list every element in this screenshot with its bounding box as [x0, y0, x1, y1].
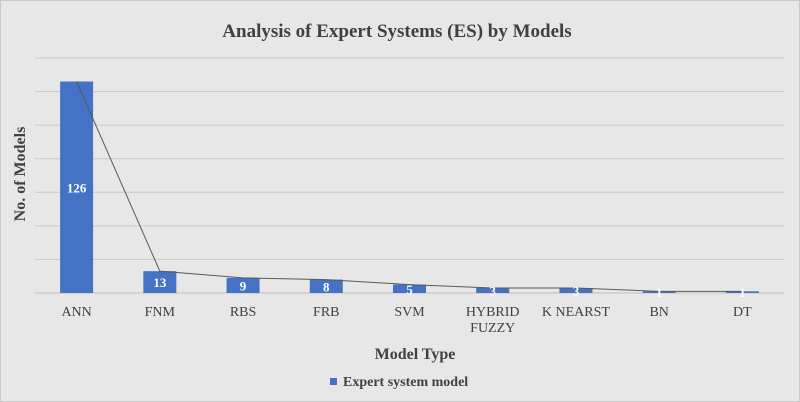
x-tick-label: FRB: [313, 305, 339, 320]
data-label: 8: [323, 279, 330, 294]
data-labels: 126 13 9 8 5 3 3 1 1: [67, 180, 746, 300]
x-axis-title: Model Type: [375, 346, 456, 363]
legend: Expert system model: [330, 375, 468, 390]
bar: [559, 287, 593, 293]
gridlines: [35, 57, 784, 294]
x-tick-label: SVM: [394, 305, 425, 320]
data-label: 13: [153, 275, 167, 290]
bar: [642, 291, 676, 293]
chart-title: Analysis of Expert Systems (ES) by Model…: [222, 21, 571, 42]
trend-line: [76, 81, 743, 292]
x-tick-label: DT: [733, 305, 752, 320]
bar: [60, 81, 94, 293]
x-tick-label: FNM: [145, 305, 176, 320]
bar: [309, 279, 343, 293]
x-tick-labels: ANN FNM RBS FRB SVM HYBRID FUZZY K NEARST BN DT: [61, 305, 752, 336]
legend-swatch: [330, 378, 337, 385]
y-axis-title: No. of Models: [12, 127, 29, 222]
data-label: 9: [240, 278, 247, 293]
data-label: 5: [406, 282, 413, 297]
x-tick-label: K NEARST: [542, 305, 611, 320]
series-line: [76, 81, 743, 292]
x-tick-label: BN: [649, 305, 668, 320]
data-label: 3: [489, 283, 496, 298]
data-label: 3: [573, 283, 580, 298]
x-tick-label: ANN: [61, 305, 91, 320]
bar: [725, 291, 759, 293]
bars: [60, 81, 759, 293]
bar: [476, 287, 510, 293]
bar: [143, 271, 177, 293]
bar: [226, 277, 260, 293]
data-label: 1: [656, 285, 663, 300]
x-tick-label: RBS: [230, 305, 256, 320]
x-tick-label: HYBRID FUZZY: [466, 305, 520, 336]
data-label: 1: [739, 285, 746, 300]
bar: [393, 284, 426, 293]
data-label: 126: [67, 180, 87, 195]
legend-label: Expert system model: [343, 375, 468, 390]
